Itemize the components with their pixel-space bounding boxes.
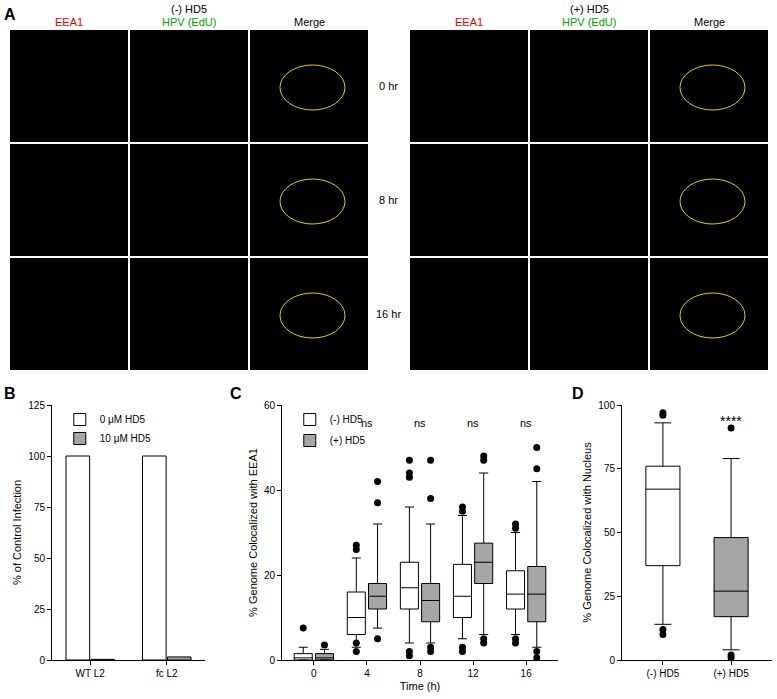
svg-text:12: 12: [468, 668, 480, 679]
svg-text:% of Control Infection: % of Control Infection: [11, 480, 23, 585]
svg-text:(-) HD5: (-) HD5: [647, 668, 680, 679]
svg-text:ns: ns: [467, 417, 479, 429]
svg-text:% Genome Colocalized with EEA1: % Genome Colocalized with EEA1: [247, 448, 259, 617]
svg-text:16: 16: [521, 668, 533, 679]
svg-text:Merge: Merge: [294, 16, 325, 28]
svg-text:0: 0: [269, 655, 275, 666]
svg-text:HPV (EdU): HPV (EdU): [162, 16, 216, 28]
svg-text:C: C: [230, 385, 242, 402]
svg-text:HPV (EdU): HPV (EdU): [562, 16, 616, 28]
svg-text:8 hr: 8 hr: [379, 194, 398, 206]
svg-text:ns: ns: [414, 417, 426, 429]
svg-text:8: 8: [417, 668, 423, 679]
svg-text:(+) HD5: (+) HD5: [713, 668, 749, 679]
svg-text:WT L2: WT L2: [76, 668, 106, 679]
svg-text:0 μM HD5: 0 μM HD5: [100, 414, 146, 425]
svg-text:50: 50: [604, 527, 616, 538]
svg-text:0: 0: [311, 668, 317, 679]
svg-text:(+) HD5: (+) HD5: [330, 435, 366, 446]
svg-text:% Genome Colocalized with Nucl: % Genome Colocalized with Nucleus: [581, 442, 593, 623]
svg-text:fc L2: fc L2: [156, 668, 178, 679]
svg-text:(-) HD5: (-) HD5: [171, 3, 207, 15]
svg-text:100: 100: [598, 400, 615, 411]
svg-text:25: 25: [34, 604, 46, 615]
svg-text:75: 75: [604, 463, 616, 474]
svg-text:0: 0: [609, 655, 615, 666]
svg-text:B: B: [4, 385, 16, 402]
svg-text:Merge: Merge: [694, 16, 725, 28]
svg-text:40: 40: [264, 485, 276, 496]
svg-text:125: 125: [28, 400, 45, 411]
svg-text:0 hr: 0 hr: [379, 80, 398, 92]
svg-text:Time (h): Time (h): [400, 680, 441, 692]
svg-text:100: 100: [28, 451, 45, 462]
svg-text:EEA1: EEA1: [455, 16, 483, 28]
svg-text:16 hr: 16 hr: [376, 308, 401, 320]
svg-text:25: 25: [604, 591, 616, 602]
svg-text:(+) HD5: (+) HD5: [570, 3, 609, 15]
svg-text:60: 60: [264, 400, 276, 411]
svg-text:10 μM HD5: 10 μM HD5: [100, 433, 151, 444]
svg-text:EEA1: EEA1: [55, 16, 83, 28]
svg-text:(-) HD5: (-) HD5: [330, 414, 363, 425]
svg-text:50: 50: [34, 553, 46, 564]
svg-text:A: A: [4, 6, 16, 23]
svg-text:****: ****: [720, 413, 742, 429]
svg-text:20: 20: [264, 570, 276, 581]
svg-text:ns: ns: [520, 417, 532, 429]
svg-text:4: 4: [364, 668, 370, 679]
svg-text:ns: ns: [361, 417, 373, 429]
svg-text:D: D: [572, 385, 584, 402]
svg-text:0: 0: [39, 655, 45, 666]
svg-text:75: 75: [34, 502, 46, 513]
